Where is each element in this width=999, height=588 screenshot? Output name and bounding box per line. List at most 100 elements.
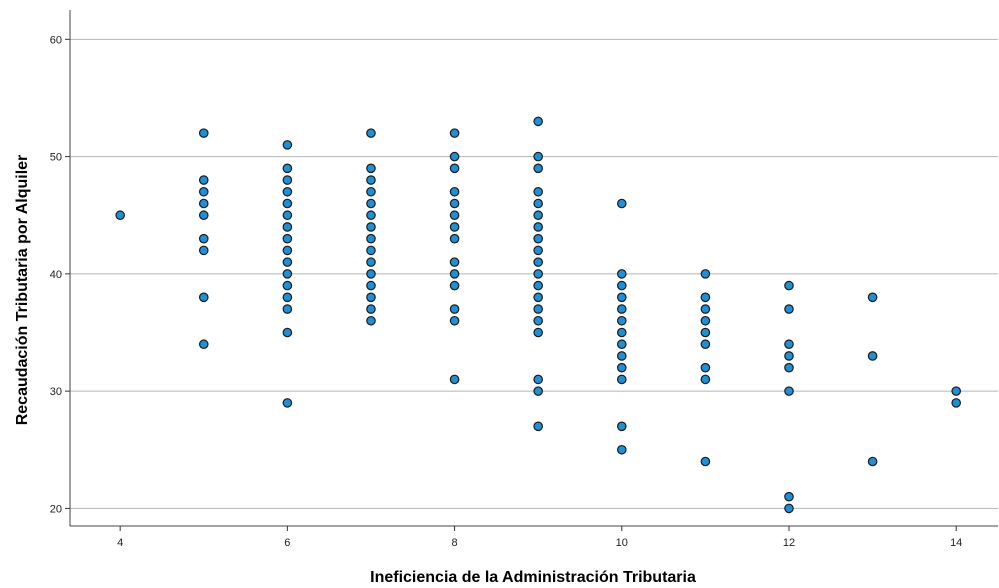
data-point bbox=[867, 292, 878, 303]
data-point bbox=[616, 421, 627, 432]
data-point bbox=[366, 269, 376, 279]
y-tick-label: 50 bbox=[50, 152, 62, 164]
data-point bbox=[366, 304, 376, 314]
data-points bbox=[115, 116, 961, 514]
data-point bbox=[533, 186, 543, 197]
y-tick-label: 30 bbox=[50, 386, 62, 398]
data-point bbox=[533, 245, 543, 256]
data-point bbox=[616, 374, 627, 385]
data-point bbox=[198, 245, 209, 256]
data-point bbox=[616, 269, 627, 279]
data-point bbox=[366, 257, 376, 267]
data-point bbox=[616, 304, 627, 314]
data-point bbox=[449, 186, 460, 197]
x-tick-label: 6 bbox=[284, 537, 290, 549]
data-point bbox=[198, 233, 209, 244]
data-point bbox=[700, 374, 711, 385]
data-point bbox=[449, 269, 460, 279]
axes bbox=[65, 10, 998, 531]
data-point bbox=[198, 210, 209, 221]
data-point bbox=[449, 210, 460, 221]
data-point bbox=[366, 222, 376, 232]
data-point bbox=[282, 198, 293, 209]
data-point bbox=[533, 304, 543, 314]
data-point bbox=[616, 280, 627, 291]
data-point bbox=[449, 222, 460, 232]
data-point bbox=[366, 210, 376, 221]
x-tick-labels: 4 6 8 10 12 14 bbox=[117, 537, 962, 549]
data-point bbox=[282, 233, 293, 244]
data-point bbox=[449, 163, 460, 174]
data-point bbox=[366, 163, 376, 174]
data-point bbox=[198, 198, 209, 209]
data-point bbox=[867, 456, 878, 467]
data-point bbox=[700, 339, 711, 350]
data-point bbox=[533, 280, 543, 291]
data-point bbox=[282, 304, 293, 314]
x-tick-label: 12 bbox=[783, 537, 795, 549]
data-point bbox=[533, 116, 543, 127]
data-point bbox=[700, 304, 711, 314]
data-point bbox=[449, 128, 460, 138]
data-point bbox=[449, 198, 460, 209]
data-point bbox=[282, 245, 293, 256]
data-point bbox=[784, 491, 794, 502]
data-point bbox=[366, 292, 376, 303]
data-point bbox=[282, 186, 293, 197]
data-point bbox=[198, 128, 209, 138]
data-point bbox=[282, 210, 293, 221]
data-point bbox=[366, 315, 376, 326]
data-point bbox=[198, 292, 209, 303]
data-point bbox=[784, 386, 794, 396]
data-point bbox=[700, 269, 711, 279]
data-point bbox=[700, 315, 711, 326]
data-point bbox=[700, 327, 711, 338]
data-point bbox=[533, 163, 543, 174]
data-point bbox=[533, 292, 543, 303]
data-point bbox=[115, 210, 125, 221]
data-point bbox=[533, 257, 543, 267]
data-point bbox=[616, 339, 627, 350]
data-point bbox=[533, 222, 543, 232]
data-point bbox=[784, 280, 794, 291]
data-point bbox=[449, 233, 460, 244]
y-tick-labels: 20 30 40 50 60 bbox=[50, 34, 62, 515]
data-point bbox=[282, 398, 293, 408]
data-point bbox=[533, 421, 543, 432]
data-point bbox=[282, 222, 293, 232]
data-point bbox=[616, 444, 627, 455]
data-point bbox=[366, 245, 376, 256]
data-point bbox=[282, 269, 293, 279]
data-point bbox=[282, 280, 293, 291]
data-point bbox=[533, 315, 543, 326]
data-point bbox=[366, 280, 376, 291]
data-point bbox=[282, 175, 293, 185]
data-point bbox=[951, 398, 961, 408]
data-point bbox=[282, 292, 293, 303]
data-point bbox=[533, 210, 543, 221]
data-point bbox=[616, 315, 627, 326]
y-tick-label: 40 bbox=[50, 269, 62, 281]
data-point bbox=[198, 186, 209, 197]
data-point bbox=[784, 304, 794, 314]
data-point bbox=[282, 257, 293, 267]
data-point bbox=[700, 362, 711, 373]
data-point bbox=[533, 198, 543, 209]
data-point bbox=[282, 163, 293, 174]
data-point bbox=[198, 339, 209, 350]
data-point bbox=[616, 327, 627, 338]
data-point bbox=[784, 503, 794, 514]
data-point bbox=[616, 351, 627, 361]
data-point bbox=[449, 374, 460, 385]
data-point bbox=[616, 362, 627, 373]
data-point bbox=[449, 315, 460, 326]
data-point bbox=[449, 151, 460, 162]
y-tick-label: 20 bbox=[50, 503, 62, 515]
data-point bbox=[533, 374, 543, 385]
data-point bbox=[449, 257, 460, 267]
data-point bbox=[700, 456, 711, 467]
data-point bbox=[449, 304, 460, 314]
x-tick-label: 8 bbox=[452, 537, 458, 549]
y-axis-title: Recaudación Tributaria por Alquiler bbox=[14, 155, 31, 426]
